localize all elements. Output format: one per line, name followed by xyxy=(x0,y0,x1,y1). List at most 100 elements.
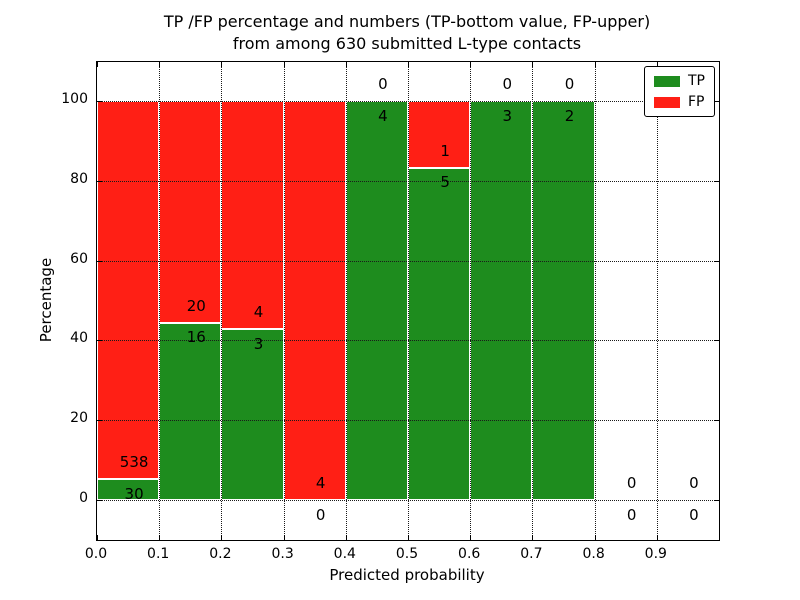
chart-title-line2: from among 630 submitted L-type contacts xyxy=(232,34,582,53)
tp-bar-segment xyxy=(221,329,284,500)
v-gridline xyxy=(470,62,472,540)
y-tick xyxy=(97,500,102,501)
x-tick xyxy=(221,535,223,540)
x-tick xyxy=(408,535,409,540)
fp-count-label: 4 xyxy=(315,474,326,493)
fp-bar-segment xyxy=(97,101,160,479)
x-tick-label: 0.0 xyxy=(84,546,108,562)
fp-bar-segment xyxy=(221,101,284,329)
x-tick-label: 0.4 xyxy=(333,546,356,562)
tp-count-label: 16 xyxy=(186,328,206,347)
tp-count-label: 4 xyxy=(378,106,388,125)
fp-count-label: 0 xyxy=(689,474,699,493)
x-tick xyxy=(345,62,347,67)
v-gridline xyxy=(283,62,285,540)
v-gridline xyxy=(656,62,658,540)
x-tick xyxy=(221,62,223,67)
y-tick-label: 100 xyxy=(61,91,88,107)
x-tick xyxy=(532,535,534,540)
x-tick xyxy=(97,535,98,540)
y-tick-label: 40 xyxy=(70,330,88,347)
x-tick xyxy=(97,62,98,67)
fp-count-label: 0 xyxy=(502,75,513,94)
x-tick xyxy=(345,535,347,540)
y-tick xyxy=(714,260,719,262)
tp-count-label: 5 xyxy=(440,173,450,192)
fp-count-label: 538 xyxy=(119,453,149,472)
y-tick xyxy=(714,420,719,422)
x-tick xyxy=(594,62,596,67)
x-tick xyxy=(283,535,285,540)
x-axis-label: Predicted probability xyxy=(329,566,485,584)
x-tick xyxy=(656,62,658,67)
v-gridline xyxy=(345,62,347,540)
x-tick-label: 0.1 xyxy=(147,546,170,562)
fp-count-label: 0 xyxy=(564,75,575,94)
y-tick-label: 60 xyxy=(70,250,88,267)
x-tick xyxy=(470,62,472,67)
fp-count-label: 0 xyxy=(626,474,637,493)
tp-legend-label: TP xyxy=(688,73,705,89)
x-tick-label: 0.7 xyxy=(520,546,543,562)
y-tick xyxy=(97,340,102,342)
y-tick xyxy=(97,180,102,182)
v-gridline xyxy=(594,62,596,540)
v-gridline xyxy=(408,62,409,540)
x-tick xyxy=(532,62,534,67)
y-tick xyxy=(714,101,719,102)
y-tick xyxy=(714,500,719,501)
fp-count-label: 4 xyxy=(253,303,264,322)
y-tick xyxy=(97,420,102,422)
tp-bar-segment xyxy=(532,101,595,500)
tp-bar-segment xyxy=(408,167,471,500)
x-tick xyxy=(594,535,596,540)
tp-count-label: 0 xyxy=(689,505,699,524)
tp-count-label: 0 xyxy=(626,505,637,524)
x-tick-label: 0.9 xyxy=(644,546,667,562)
y-tick xyxy=(714,340,719,342)
y-tick-label: 20 xyxy=(70,410,88,427)
fp-count-label: 1 xyxy=(440,141,450,160)
y-tick-label: 80 xyxy=(70,170,88,187)
x-tick-label: 0.8 xyxy=(582,546,605,562)
tp-count-label: 3 xyxy=(253,334,264,353)
x-tick-label: 0.5 xyxy=(395,546,419,562)
x-tick-label: 0.2 xyxy=(209,546,232,562)
tp-bar-segment xyxy=(97,478,160,500)
chart-title: TP /FP percentage and numbers (TP-bottom… xyxy=(96,11,718,55)
x-tick-label: 0.3 xyxy=(271,546,294,562)
fp-swatch-icon xyxy=(654,96,680,108)
fp-count-label: 0 xyxy=(378,75,388,94)
y-tick xyxy=(97,101,102,102)
x-tick-label: 0.6 xyxy=(458,546,481,562)
plot-area: TP FP 538 30 20 16 4 3 4 0 0 4 1 5 0 3 0 2 0 0 0 0 xyxy=(96,61,720,541)
tp-count-label: 30 xyxy=(124,484,144,503)
tp-count-label: 2 xyxy=(564,106,575,125)
tp-swatch-icon xyxy=(654,75,680,87)
legend-entry-fp: FP xyxy=(654,95,705,109)
legend-entry-tp: TP xyxy=(654,74,705,88)
tp-count-label: 3 xyxy=(502,106,513,125)
fp-legend-label: FP xyxy=(688,94,705,110)
tp-count-label: 0 xyxy=(315,505,326,524)
fp-bar-segment xyxy=(283,101,346,500)
y-tick xyxy=(714,180,719,182)
tp-bar-segment xyxy=(159,322,222,500)
x-tick xyxy=(283,62,285,67)
v-gridline xyxy=(532,62,534,540)
x-tick xyxy=(408,62,409,67)
y-tick-label: 0 xyxy=(79,490,88,506)
fp-bar-segment xyxy=(408,101,471,168)
fp-bar-segment xyxy=(159,101,222,323)
x-tick xyxy=(470,535,472,540)
v-gridline xyxy=(221,62,223,540)
y-tick xyxy=(97,260,102,262)
chart-title-line1: TP /FP percentage and numbers (TP-bottom… xyxy=(163,12,651,31)
tp-bar-segment xyxy=(470,101,533,500)
x-tick xyxy=(159,62,161,67)
x-tick xyxy=(159,535,161,540)
v-gridline xyxy=(159,62,161,540)
tp-bar-segment xyxy=(345,101,408,500)
x-tick xyxy=(656,535,658,540)
